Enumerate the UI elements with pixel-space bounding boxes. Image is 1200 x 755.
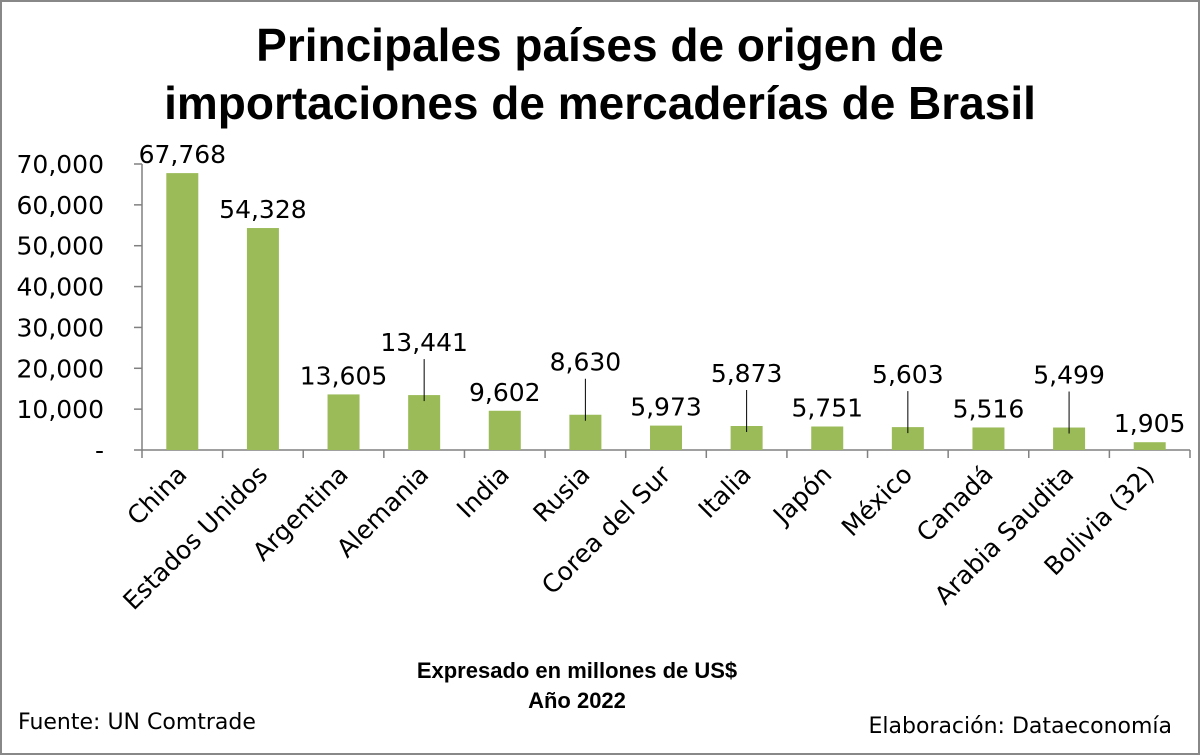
data-label: 13,441 bbox=[380, 328, 467, 357]
data-label: 67,768 bbox=[139, 140, 226, 169]
bar bbox=[891, 427, 924, 450]
bar bbox=[811, 426, 844, 450]
y-tick-label: 40,000 bbox=[17, 273, 104, 302]
data-label: 54,328 bbox=[219, 195, 306, 224]
bar bbox=[327, 394, 360, 450]
category-label: Arabia Saudita bbox=[929, 460, 1079, 610]
bar bbox=[1053, 427, 1086, 450]
credit-note: Elaboración: Dataeconomía bbox=[868, 714, 1172, 739]
chart-caption: Expresado en millones de US$ Año 2022 bbox=[2, 656, 1152, 716]
y-tick-label: 70,000 bbox=[17, 150, 104, 179]
data-label: 5,973 bbox=[630, 393, 702, 422]
label-leader-lines bbox=[423, 359, 1070, 434]
y-tick-label: - bbox=[95, 436, 104, 465]
category-label: México bbox=[836, 460, 918, 542]
bar bbox=[166, 173, 199, 450]
source-note: Fuente: UN Comtrade bbox=[18, 710, 256, 735]
y-tick-label: 10,000 bbox=[17, 395, 104, 424]
data-label: 5,751 bbox=[791, 394, 863, 423]
data-label: 5,516 bbox=[953, 394, 1025, 423]
category-label: Rusia bbox=[527, 460, 595, 528]
caption-year: Año 2022 bbox=[528, 688, 626, 713]
category-label: India bbox=[451, 460, 515, 524]
data-label: 8,630 bbox=[550, 348, 622, 377]
category-label: Japón bbox=[766, 460, 837, 531]
data-label: 13,605 bbox=[300, 361, 387, 390]
data-label: 5,873 bbox=[711, 359, 783, 388]
category-label: Estados Unidos bbox=[117, 460, 273, 616]
data-label: 9,602 bbox=[469, 378, 541, 407]
bar bbox=[488, 410, 521, 450]
x-axis bbox=[141, 449, 1191, 458]
chart-title-line-1: Principales países de origen de bbox=[256, 19, 944, 71]
bar bbox=[650, 425, 682, 450]
y-axis: - 10,000 20,000 30,000 40,000 50,000 60,000 70,… bbox=[17, 150, 143, 465]
data-label: 5,603 bbox=[872, 360, 944, 389]
data-label: 1,905 bbox=[1114, 409, 1186, 438]
chart-title-line-2: importaciones de mercaderías de Brasil bbox=[164, 77, 1036, 129]
bar bbox=[1133, 442, 1166, 450]
category-label: Italia bbox=[693, 460, 757, 524]
bar bbox=[972, 427, 1005, 450]
chart-title: Principales países de origen de importac… bbox=[2, 16, 1198, 132]
y-tick-label: 50,000 bbox=[17, 232, 104, 261]
bar bbox=[408, 395, 441, 450]
category-label: China bbox=[122, 460, 193, 531]
bar bbox=[730, 426, 763, 450]
data-label: 5,499 bbox=[1033, 361, 1105, 390]
caption-units: Expresado en millones de US$ bbox=[416, 658, 738, 683]
y-tick-label: 20,000 bbox=[17, 354, 104, 383]
y-tick-label: 60,000 bbox=[17, 191, 104, 220]
bar bbox=[246, 228, 279, 450]
bars bbox=[166, 173, 1166, 450]
y-tick-label: 30,000 bbox=[17, 313, 104, 342]
